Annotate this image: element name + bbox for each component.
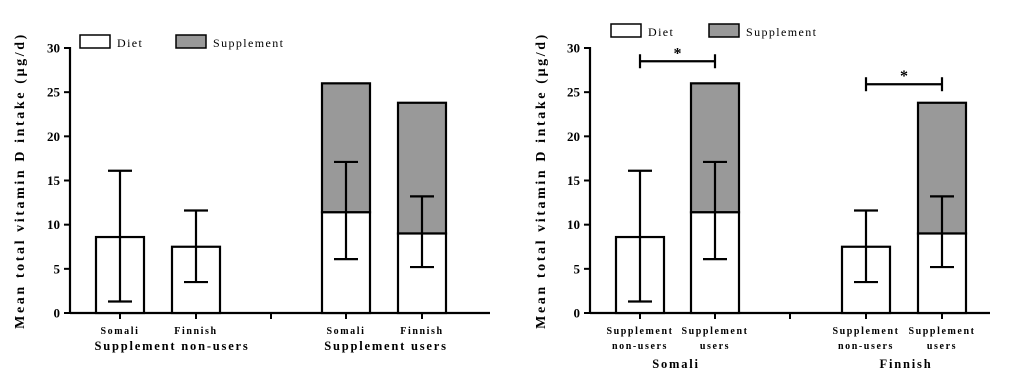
y-tick-label: 15 — [47, 173, 61, 188]
y-tick-label: 20 — [567, 129, 580, 144]
legend-label-supplement: Supplement — [746, 25, 817, 39]
legend: Diet Supplement — [79, 34, 284, 50]
y-tick-label: 10 — [47, 217, 60, 232]
y-axis-label: Mean total vitamin D intake (µg/d) — [534, 32, 549, 329]
x-category-label: Supplement — [681, 326, 748, 337]
chart-1: Mean total vitamin D intake (µg/d) 0 5 10 15… — [13, 32, 490, 353]
legend-swatch-diet — [610, 23, 642, 38]
bar-diet — [320, 211, 372, 315]
significance-marker: * — [674, 45, 682, 62]
x-group-label: Somali — [652, 357, 700, 371]
x-category-label: Finnish — [174, 326, 217, 337]
x-category-label: non-users — [838, 341, 894, 352]
legend-label-diet: Diet — [117, 36, 143, 50]
x-category-label: users — [700, 341, 730, 352]
y-tick-label: 30 — [567, 41, 580, 56]
y-tick-label: 15 — [567, 173, 581, 188]
y-tick-label: 25 — [47, 85, 61, 100]
y-tick-label: 30 — [47, 41, 60, 56]
y-axis-label: Mean total vitamin D intake (µg/d) — [13, 32, 28, 329]
y-tick-label: 10 — [567, 217, 580, 232]
significance-marker: * — [900, 68, 908, 85]
y-tick-label: 20 — [47, 129, 60, 144]
chart-2: Mean total vitamin D intake (µg/d) 0 5 10 15… — [534, 23, 990, 371]
x-group-label: Supplement users — [324, 339, 448, 353]
legend-label-supplement: Supplement — [213, 36, 284, 50]
legend-label-diet: Diet — [648, 25, 674, 39]
legend-swatch-supplement — [175, 34, 207, 49]
x-category-label: non-users — [612, 341, 668, 352]
x-category-label: users — [927, 341, 957, 352]
legend-swatch-diet — [79, 34, 111, 49]
x-category-label: Somali — [326, 326, 365, 337]
legend-swatch-supplement — [708, 23, 740, 38]
legend: Diet Supplement — [610, 23, 817, 39]
y-tick-label: 25 — [567, 85, 581, 100]
x-category-label: Supplement — [606, 326, 673, 337]
x-category-label: Somali — [100, 326, 139, 337]
y-tick-label: 0 — [54, 306, 61, 321]
x-group-label: Supplement non-users — [94, 339, 249, 353]
y-tick-label: 0 — [574, 306, 581, 321]
x-category-label: Supplement — [908, 326, 975, 337]
x-category-label: Supplement — [832, 326, 899, 337]
y-tick-label: 5 — [54, 261, 61, 276]
y-tick-label: 5 — [574, 261, 581, 276]
x-category-label: Finnish — [400, 326, 443, 337]
x-group-label: Finnish — [880, 357, 933, 371]
